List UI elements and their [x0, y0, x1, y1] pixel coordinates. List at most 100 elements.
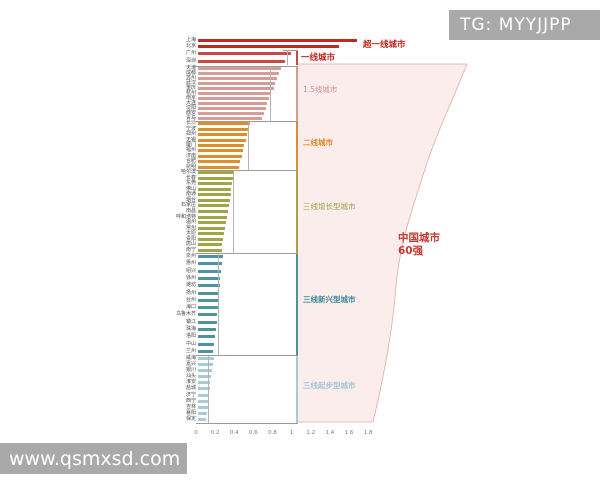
- city-bar: [198, 342, 215, 346]
- tier-box-left-edge: [248, 121, 249, 170]
- city-bar: [198, 187, 232, 191]
- city-row: 汕头: [159, 374, 399, 379]
- tier-divider: [196, 121, 298, 122]
- city-bar: [198, 193, 231, 197]
- tier-divider: [196, 170, 298, 171]
- city-bar: [198, 412, 207, 416]
- city-label: 珠海: [185, 325, 196, 332]
- city-row: 保定: [159, 417, 399, 422]
- city-bar: [198, 52, 291, 56]
- city-label: 镇江: [185, 318, 196, 325]
- city-bar: [198, 306, 219, 310]
- city-label: 洛阳: [185, 333, 196, 340]
- city-row: 中山: [159, 340, 399, 347]
- city-row: 佛山: [159, 185, 399, 192]
- city-row: 石家庄: [159, 203, 399, 208]
- tier-box-left-edge: [208, 355, 209, 423]
- city-label: 杭州: [185, 90, 196, 96]
- city-row: 洛阳: [159, 334, 399, 339]
- axis-tick-label: 0: [194, 430, 198, 436]
- city-row: 绍兴: [159, 268, 399, 274]
- city-bar: [198, 215, 227, 219]
- city-label: 昆明: [185, 163, 196, 170]
- city-label: 南宁: [185, 246, 196, 253]
- chart-title-line1: 中国城市: [398, 232, 440, 244]
- city-bar: [198, 102, 267, 105]
- city-row: 重庆: [159, 86, 399, 91]
- city-bar: [198, 72, 280, 75]
- city-label: 南京: [185, 95, 196, 101]
- city-bar: [198, 362, 214, 366]
- city-label: 泉州: [185, 253, 196, 260]
- city-row: 深圳: [159, 58, 399, 64]
- city-bar: [198, 243, 223, 247]
- city-label: 中山: [185, 340, 196, 347]
- city-row: 嘉兴: [159, 361, 399, 367]
- tier-section: 哈尔滨 长春 东莞 佛山 南通 烟台 石家庄 南昌 呼和浩特 温州 常州 太原 贵阳 唐山 南宁: [159, 170, 399, 253]
- tier-box-color-edge: [296, 66, 298, 121]
- city-row: 上海: [159, 37, 399, 43]
- city-label: 厦门: [185, 141, 196, 148]
- city-label: 吉林: [185, 403, 196, 410]
- city-row: 青岛: [159, 116, 399, 121]
- city-bar: [198, 255, 223, 259]
- city-label: 沈阳: [185, 105, 196, 111]
- city-label: 惠州: [185, 260, 196, 267]
- city-row: 哈尔滨: [159, 170, 399, 175]
- city-label: 南通: [185, 191, 196, 198]
- city-bar: [198, 298, 219, 302]
- city-row: 唐山: [159, 242, 399, 247]
- city-bar: [198, 313, 218, 317]
- city-label: 宁波: [185, 125, 196, 132]
- city-bar: [198, 77, 278, 80]
- city-row: 大连: [159, 101, 399, 106]
- tier-section: 天津 成都 苏州 武汉 重庆 杭州 南京 大连 沈阳 西安 青岛: [159, 66, 399, 121]
- city-bar: [198, 87, 274, 90]
- tier-section: 长沙 宁波 郑州 无锡 厦门 福州 济南 合肥 昆明: [159, 121, 399, 170]
- city-bar: [198, 291, 220, 295]
- city-label: 佛山: [185, 185, 196, 192]
- city-row: 南京: [159, 96, 399, 101]
- city-label: 唐山: [185, 241, 196, 248]
- city-row: 郑州: [159, 132, 399, 137]
- city-bar: [198, 209, 228, 213]
- city-bar: [198, 204, 229, 208]
- city-label: 武汉: [185, 80, 196, 86]
- city-label: 潍坊: [185, 282, 196, 289]
- tier-label: 1.5线城市: [303, 85, 338, 94]
- city-bar: [198, 92, 271, 95]
- axis-tick-label: 0.6: [248, 430, 258, 436]
- city-label: 东莞: [185, 180, 196, 187]
- city-label: 长沙: [185, 120, 196, 127]
- tier-label: 二线城市: [303, 138, 333, 147]
- city-row: 温州: [159, 220, 399, 225]
- city-bar: [198, 405, 208, 409]
- city-row: 烟台: [159, 197, 399, 203]
- city-label: 汕头: [185, 373, 196, 380]
- city-bar: [198, 160, 241, 164]
- city-row: 威海: [159, 355, 399, 361]
- city-label: 西宁: [185, 397, 196, 404]
- website-watermark-text: www.qsmxsd.com: [9, 447, 181, 470]
- city-bar: [198, 122, 250, 126]
- city-label: 大连: [185, 100, 196, 106]
- city-row: 扬州: [159, 290, 399, 296]
- city-bar: [198, 335, 216, 339]
- city-label: 乌鲁木齐: [175, 311, 196, 318]
- city-label: 贵阳: [185, 235, 196, 242]
- city-label: 无锡: [185, 136, 196, 143]
- city-label: 哈尔滨: [180, 169, 196, 176]
- city-label: 保定: [185, 416, 196, 423]
- city-row: 泉州: [159, 254, 399, 259]
- city-label: 海口: [185, 304, 196, 311]
- city-row: 东莞: [159, 181, 399, 186]
- city-row: 惠州: [159, 261, 399, 266]
- city-bar: [198, 133, 247, 137]
- city-bar: [198, 67, 282, 70]
- city-bar: [198, 284, 220, 288]
- city-row: 广州: [159, 51, 399, 56]
- city-bar: [198, 44, 340, 48]
- tier-divider: [196, 253, 298, 254]
- city-bar: [198, 387, 210, 391]
